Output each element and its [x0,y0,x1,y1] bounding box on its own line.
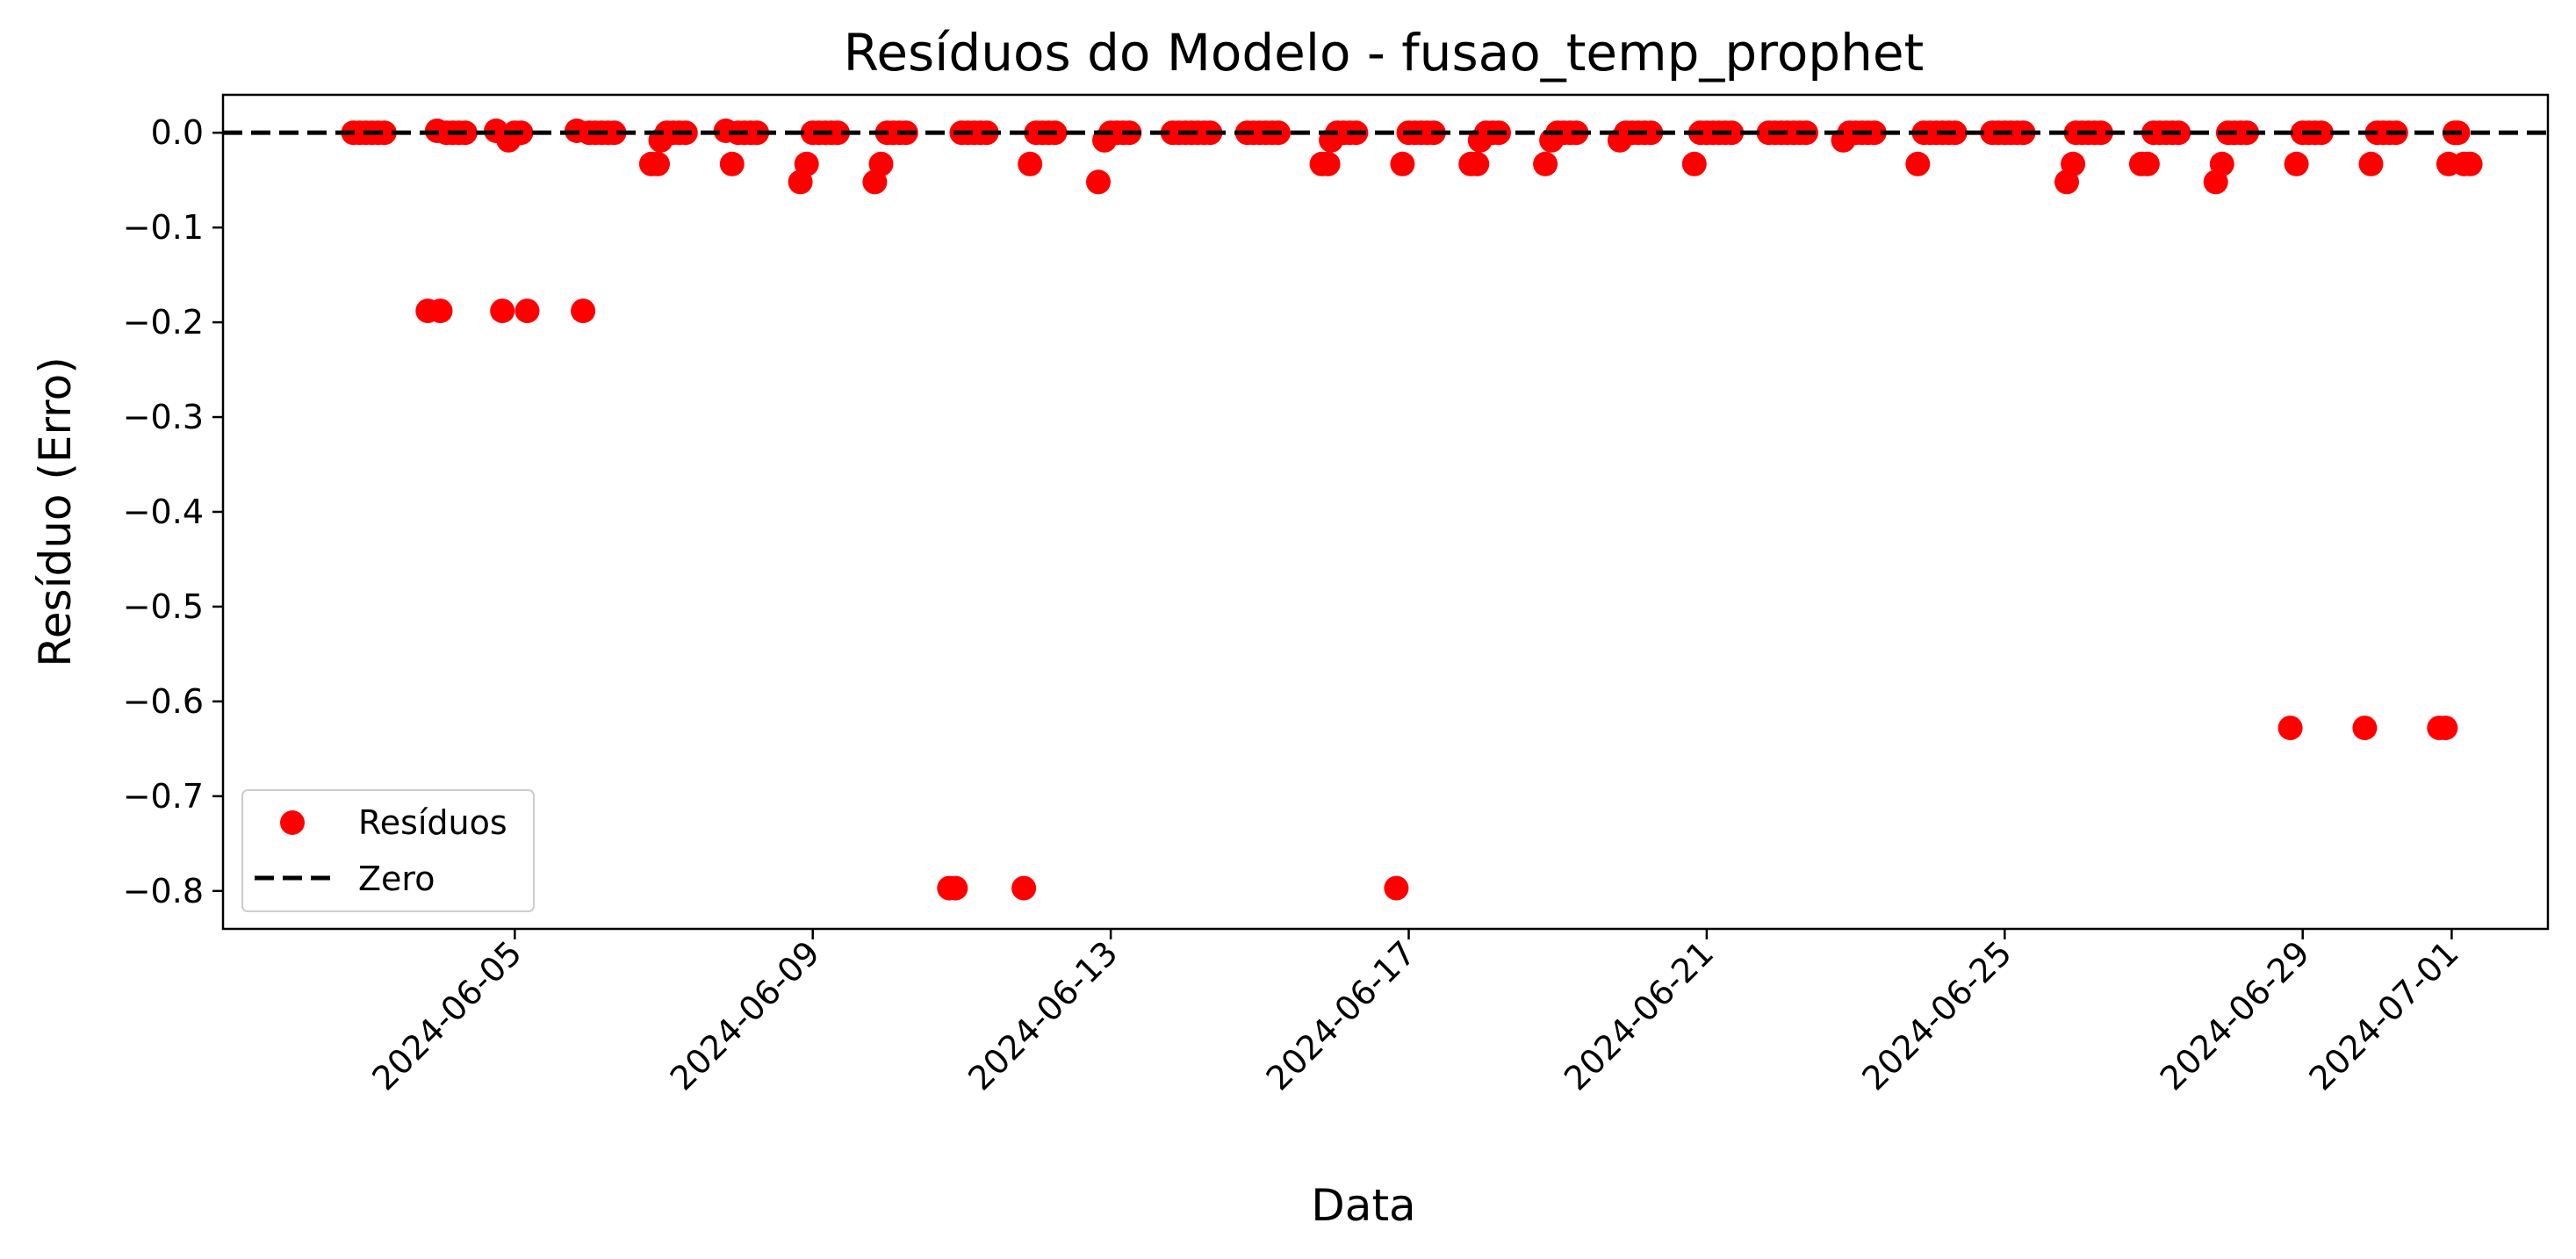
residual-point-5 [371,120,397,146]
residual-point-115 [1638,120,1664,146]
residual-point-116 [1681,151,1707,176]
residual-point-122 [1719,120,1745,146]
x-axis-title: Data [1311,1180,1415,1231]
residual-point-136 [1905,151,1931,176]
residual-point-187 [2457,151,2483,176]
y-tick-label-6: −0.6 [123,682,204,721]
plot-area [223,119,2548,901]
residual-point-53 [943,875,968,901]
residual-point-92 [1390,151,1415,176]
residual-point-18 [514,299,540,324]
residual-point-135 [1861,120,1887,146]
residual-point-45 [825,120,850,146]
y-tick-label-1: −0.1 [123,208,204,247]
residual-point-155 [2088,120,2113,146]
residual-point-169 [2277,716,2303,741]
residual-point-47 [868,151,894,176]
residual-point-164 [2209,151,2234,176]
residual-point-85 [1315,151,1341,176]
residual-point-99 [1464,151,1490,176]
y-axis: 0.0 −0.1 −0.2 −0.3 −0.4 −0.5 −0.6 −0.7 −0.8 [123,113,223,910]
residual-point-60 [1018,151,1043,176]
residual-point-59 [1011,875,1037,901]
legend-marker-residuals [280,810,305,835]
y-tick-label-2: −0.2 [123,303,204,342]
residual-point-91 [1384,875,1409,901]
residual-point-182 [2433,716,2458,741]
residual-point-14 [490,299,515,324]
y-tick-label-4: −0.4 [123,493,204,531]
y-tick-label-0: 0.0 [151,113,204,152]
legend-label-residuals: Resíduos [358,803,507,842]
chart-title: Resíduos do Modelo - fusao_temp_prophet [844,23,1925,83]
residual-point-150 [2061,151,2086,176]
residual-point-8 [428,299,453,324]
residual-point-20 [571,299,596,324]
y-axis-title: Resíduo (Erro) [30,356,81,666]
legend: Resíduos Zero [241,789,535,912]
y-tick-label-7: −0.7 [123,777,204,816]
residual-point-34 [719,151,745,176]
residual-point-40 [794,151,819,176]
residual-point-176 [2358,151,2384,176]
y-tick-label-5: −0.5 [123,587,204,626]
residual-point-25 [601,120,627,146]
legend-box [241,789,535,912]
y-tick-label-8: −0.8 [123,872,204,910]
residual-point-65 [1086,169,1111,195]
residual-point-104 [1533,151,1558,176]
legend-label-zero: Zero [358,860,435,898]
residual-point-157 [2134,151,2160,176]
residual-point-27 [645,151,670,176]
y-tick-label-3: −0.3 [123,398,204,436]
residual-point-175 [2352,716,2378,741]
residual-point-170 [2284,151,2309,176]
